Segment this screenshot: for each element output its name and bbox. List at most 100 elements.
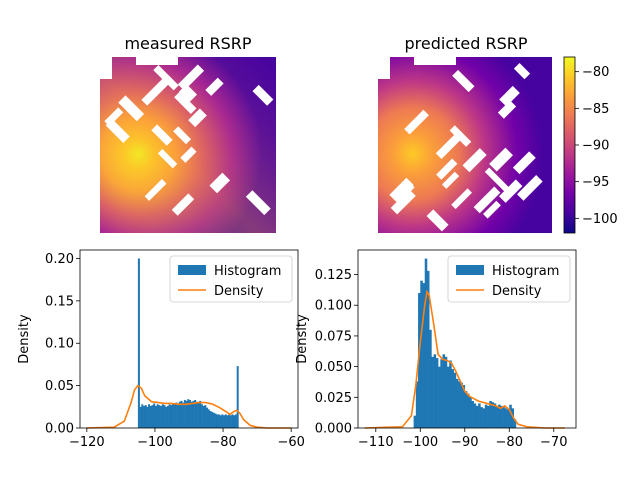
measured-density-line	[86, 384, 292, 429]
predicted-histogram-bar	[458, 381, 461, 428]
predicted-histogram-bar	[422, 283, 426, 428]
measured-histogram-bar	[194, 400, 197, 428]
predicted-histogram-bar	[464, 391, 468, 428]
measured-histogram-bar	[154, 405, 157, 428]
measured-histogram-bar	[189, 400, 191, 428]
measured-histogram-bar	[228, 414, 231, 428]
building-block	[414, 57, 456, 65]
predicted-histogram-bar	[442, 354, 446, 428]
colorbar-tick-label: −80	[582, 65, 609, 80]
predicted-ytick-label: 0.000	[315, 422, 352, 437]
colorbar-tick-label: −85	[582, 102, 609, 117]
predicted-map	[378, 57, 552, 233]
predicted-xtick-label: −80	[496, 435, 523, 450]
measured-histogram-bar	[141, 404, 144, 428]
predicted-histogram-bar	[420, 280, 423, 428]
colorbar-tick-label: −95	[582, 175, 609, 190]
building-block	[205, 77, 224, 96]
building-block	[245, 190, 271, 216]
predicted-histogram-bar	[495, 405, 499, 428]
measured-legend-histogram-swatch	[178, 265, 206, 275]
measured-histogram-bar	[163, 405, 166, 428]
predicted-xtick-label: −110	[358, 435, 394, 450]
predicted-xtick-label: −100	[402, 435, 438, 450]
predicted-histogram-bar	[491, 402, 494, 428]
building-block	[252, 84, 274, 106]
predicted-legend-histogram-swatch	[456, 265, 484, 275]
predicted-histogram-bar	[449, 360, 452, 428]
building-block	[174, 91, 197, 114]
building-block	[118, 95, 145, 122]
measured-ytick-label: 0.10	[45, 337, 74, 352]
building-block	[484, 167, 510, 193]
measured-histogram-bar	[183, 400, 186, 428]
building-block	[180, 146, 197, 163]
predicted-histogram-bar	[462, 385, 466, 428]
measured-histogram-bar	[166, 405, 169, 428]
predicted-histogram-bar	[478, 403, 481, 428]
predicted-rsrp-heatmap: predicted RSRP −80 −85 −90 −95 −100	[378, 34, 618, 234]
measured-histogram-bar	[180, 400, 183, 428]
measured-xtick-label: −60	[277, 435, 304, 450]
measured-rsrp-heatmap: measured RSRP	[100, 34, 276, 233]
measured-histogram-bar	[224, 414, 227, 428]
measured-histogram-bar	[231, 414, 234, 428]
measured-histogram-bar	[211, 411, 214, 428]
building-block	[136, 57, 178, 65]
measured-histogram-bar	[236, 366, 239, 428]
predicted-histogram-bar	[487, 405, 490, 428]
predicted-legend-density-label: Density	[492, 284, 542, 299]
predicted-ytick-label: 0.125	[315, 268, 352, 283]
measured-histogram-bar	[217, 414, 220, 428]
building-block	[141, 78, 169, 106]
predicted-histogram-bar	[455, 378, 459, 428]
measured-histogram-bar	[197, 402, 200, 428]
colorbar-tick-label: −90	[582, 139, 609, 154]
building-block	[144, 179, 167, 201]
predicted-histogram-bar	[498, 404, 501, 428]
measured-histogram-bar	[153, 403, 156, 428]
measured-map	[100, 57, 276, 233]
measured-histogram-bar	[204, 405, 207, 428]
measured-legend-density-label: Density	[214, 284, 264, 299]
measured-building-blocks	[100, 57, 274, 216]
measured-histogram-bar	[214, 413, 217, 428]
predicted-histogram-bar	[413, 415, 417, 428]
measured-histogram-bar	[178, 401, 181, 428]
measured-title: measured RSRP	[124, 34, 251, 53]
measured-histogram-bar	[144, 405, 147, 428]
predicted-ytick-label: 0.025	[315, 391, 352, 406]
measured-histogram-bar	[161, 404, 164, 428]
building-block	[499, 179, 523, 203]
measured-histogram-bar	[168, 404, 171, 428]
measured-histogram-bar	[149, 405, 152, 428]
measured-ytick-label: 0.20	[45, 252, 74, 267]
building-block	[153, 64, 179, 91]
predicted-histogram-bar	[429, 329, 432, 428]
predicted-histogram-bar	[475, 405, 479, 428]
predicted-histogram-bar	[513, 419, 517, 428]
colorbar-tick-label: −100	[582, 212, 618, 227]
building-block	[451, 188, 472, 210]
measured-ylabel: Density	[17, 314, 32, 364]
building-block	[452, 69, 475, 93]
predicted-histogram-bar	[511, 408, 515, 428]
measured-histogram-bar	[160, 405, 163, 428]
measured-histogram-bar	[175, 402, 178, 428]
building-block	[499, 85, 520, 107]
predicted-histogram-bar	[426, 270, 430, 428]
building-block	[517, 175, 543, 201]
measured-histogram-bar	[200, 404, 203, 428]
measured-histogram-bar	[192, 400, 195, 428]
predicted-density-line	[364, 289, 565, 429]
predicted-building-blocks	[378, 57, 543, 232]
predicted-histogram-bar	[504, 408, 508, 428]
predicted-ytick-label: 0.050	[315, 360, 352, 375]
measured-histogram-bar	[177, 403, 180, 428]
predicted-histogram-bar	[435, 358, 439, 428]
predicted-histogram-bar	[469, 397, 472, 428]
measured-histogram-bar	[233, 415, 236, 428]
predicted-histogram-bar	[438, 366, 441, 428]
